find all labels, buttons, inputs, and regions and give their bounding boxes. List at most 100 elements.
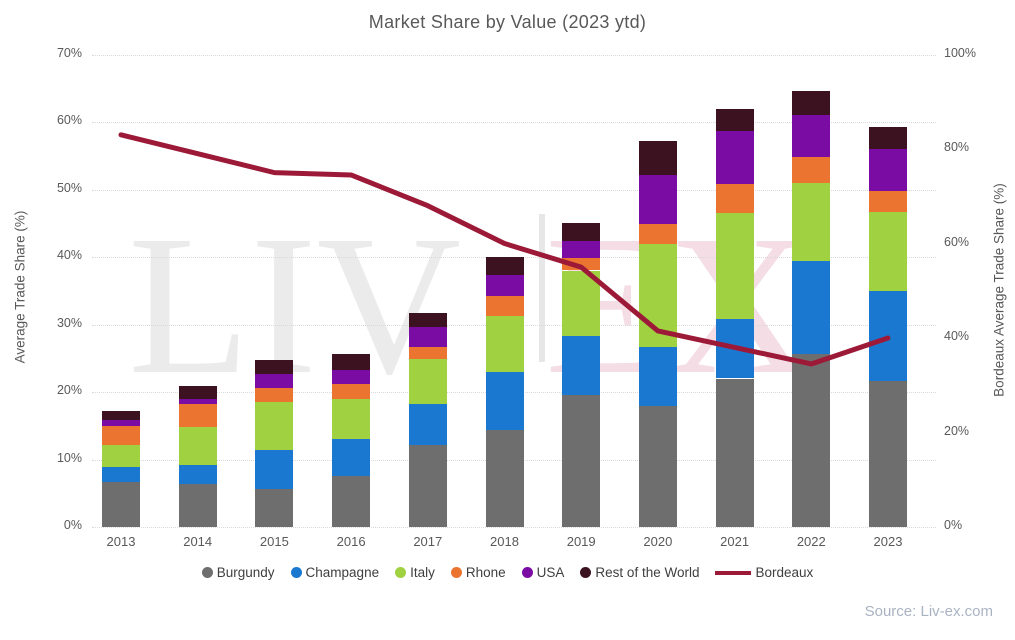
bar-segment-2013-rhone[interactable]	[102, 425, 140, 446]
bar-segment-2021-rest-of-the-world[interactable]	[715, 109, 754, 132]
bar-segment-2018-rhone[interactable]	[485, 296, 524, 316]
legend-line-icon	[715, 570, 752, 575]
left-axis-tick-40: 40%	[56, 248, 82, 262]
bar-segment-2022-italy[interactable]	[792, 182, 831, 262]
legend-label-champagne: Champagne	[305, 565, 380, 580]
bar-segment-2022-usa[interactable]	[792, 114, 831, 158]
bar-segment-2016-rest-of-the-world[interactable]	[332, 354, 371, 370]
bar-segment-2018-burgundy[interactable]	[485, 430, 524, 527]
right-axis-tick-80: 80%	[944, 140, 970, 154]
bar-segment-2019-burgundy[interactable]	[562, 394, 601, 527]
bar-segment-2016-rhone[interactable]	[332, 383, 371, 399]
bar-segment-2020-rhone[interactable]	[638, 223, 677, 245]
bar-segment-2013-champagne[interactable]	[102, 466, 140, 482]
bar-segment-2016-champagne[interactable]	[332, 439, 371, 477]
legend-label-italy: Italy	[410, 565, 435, 580]
bar-segment-2022-rhone[interactable]	[792, 157, 831, 183]
x-axis-label-2013: 2013	[106, 534, 136, 549]
bar-segment-2023-usa[interactable]	[869, 149, 907, 191]
bar-segment-2021-rhone[interactable]	[715, 184, 754, 214]
bar-segment-2013-rest-of-the-world[interactable]	[102, 410, 140, 421]
bar-segment-2023-rhone[interactable]	[869, 190, 907, 213]
bar-segment-2013-usa[interactable]	[102, 420, 140, 426]
left-axis-tick-50: 50%	[56, 180, 82, 195]
bar-segment-2018-champagne[interactable]	[485, 372, 524, 431]
right-axis-tick-40: 40%	[944, 329, 970, 343]
bar-segment-2021-italy[interactable]	[715, 213, 754, 320]
bar-segment-2014-usa[interactable]	[178, 398, 217, 405]
x-axis-label-2017: 2017	[413, 534, 443, 549]
right-axis-tick-20: 20%	[944, 423, 970, 438]
bar-segment-2014-italy[interactable]	[178, 427, 217, 465]
chart-title: Market Share by Value (2023 ytd)	[368, 12, 647, 32]
bar-segment-2014-rest-of-the-world[interactable]	[178, 385, 217, 399]
bar-segment-2015-burgundy[interactable]	[255, 488, 294, 527]
left-axis-tick-0: 0%	[63, 518, 82, 532]
legend-dot-icon	[521, 567, 533, 578]
bordeaux-trend-line[interactable]	[118, 132, 891, 367]
bar-segment-2023-italy[interactable]	[869, 212, 907, 291]
bar-segment-2016-italy[interactable]	[332, 398, 371, 440]
bar-segment-2014-champagne[interactable]	[178, 464, 217, 484]
x-axis-label-2014: 2014	[183, 534, 213, 549]
bar-segment-2019-rhone[interactable]	[562, 258, 601, 271]
bar-segment-2022-rest-of-the-world[interactable]	[792, 90, 831, 115]
x-axis-label-2018: 2018	[490, 534, 519, 549]
legend-label-usa: USA	[536, 565, 565, 580]
bar-segment-2015-rhone[interactable]	[255, 387, 294, 403]
bar-segment-2017-rest-of-the-world[interactable]	[408, 313, 447, 327]
bar-segment-2013-italy[interactable]	[102, 445, 140, 467]
legend-dot-icon	[450, 567, 462, 578]
left-axis-title: Average Trade Share (%)	[12, 210, 28, 364]
legend-item-burgundy[interactable]: Burgundy	[201, 565, 275, 580]
bar-segment-2017-rhone[interactable]	[408, 346, 447, 359]
legend-dot-icon	[201, 567, 213, 578]
legend-label-bordeaux: Bordeaux	[755, 565, 814, 580]
bar-segment-2023-burgundy[interactable]	[869, 381, 907, 527]
bar-segment-2018-usa[interactable]	[485, 274, 524, 297]
bar-segment-2019-rest-of-the-world[interactable]	[562, 223, 601, 242]
bar-segment-2017-champagne[interactable]	[408, 404, 447, 445]
bar-segment-2020-burgundy[interactable]	[638, 406, 677, 527]
bar-segment-2015-usa[interactable]	[255, 373, 294, 388]
gridline-60	[92, 122, 936, 123]
bar-segment-2019-usa[interactable]	[562, 241, 601, 259]
bar-segment-2017-usa[interactable]	[408, 326, 447, 347]
left-axis-tick-30: 30%	[56, 315, 82, 330]
bar-segment-2018-rest-of-the-world[interactable]	[485, 257, 524, 275]
bar-segment-2023-rest-of-the-world[interactable]	[869, 127, 907, 149]
legend-item-usa[interactable]: USA	[521, 565, 565, 580]
bar-segment-2015-champagne[interactable]	[255, 450, 294, 489]
legend-item-bordeaux[interactable]: Bordeaux	[715, 565, 813, 580]
bar-segment-2016-burgundy[interactable]	[332, 476, 371, 527]
bar-segment-2018-italy[interactable]	[485, 315, 524, 373]
bar-segment-2019-italy[interactable]	[562, 270, 601, 336]
bar-segment-2020-champagne[interactable]	[638, 346, 677, 407]
bar-segment-2021-usa[interactable]	[715, 131, 754, 185]
bar-segment-2022-burgundy[interactable]	[792, 353, 831, 527]
legend-item-italy[interactable]: Italy	[395, 565, 435, 580]
bar-segment-2017-burgundy[interactable]	[408, 444, 447, 527]
bar-segment-2013-burgundy[interactable]	[102, 481, 140, 527]
legend-item-champagne[interactable]: Champagne	[290, 565, 380, 580]
bar-segment-2020-rest-of-the-world[interactable]	[638, 140, 677, 176]
bar-segment-2015-rest-of-the-world[interactable]	[255, 360, 294, 374]
legend-item-rest-of-the-world[interactable]: Rest of the World	[580, 565, 699, 580]
bar-segment-2019-champagne[interactable]	[562, 335, 601, 395]
legend-item-rhone[interactable]: Rhone	[450, 565, 506, 580]
bar-segment-2020-usa[interactable]	[638, 175, 677, 224]
source-note: Source: Liv-ex.com	[864, 603, 993, 620]
bar-segment-2014-rhone[interactable]	[178, 404, 217, 428]
bar-segment-2022-champagne[interactable]	[792, 261, 831, 354]
bar-segment-2015-italy[interactable]	[255, 402, 294, 451]
bar-segment-2017-italy[interactable]	[408, 358, 447, 405]
legend-label-rest-of-the-world: Rest of the World	[595, 565, 700, 580]
gridline-0	[92, 527, 936, 528]
bar-segment-2016-usa[interactable]	[332, 369, 371, 384]
left-axis-tick-70: 70%	[56, 45, 82, 60]
bar-segment-2021-burgundy[interactable]	[715, 378, 754, 527]
legend: Burgundy Champagne Italy Rhone USA Rest of th…	[0, 565, 1015, 580]
bar-segment-2014-burgundy[interactable]	[178, 483, 217, 527]
